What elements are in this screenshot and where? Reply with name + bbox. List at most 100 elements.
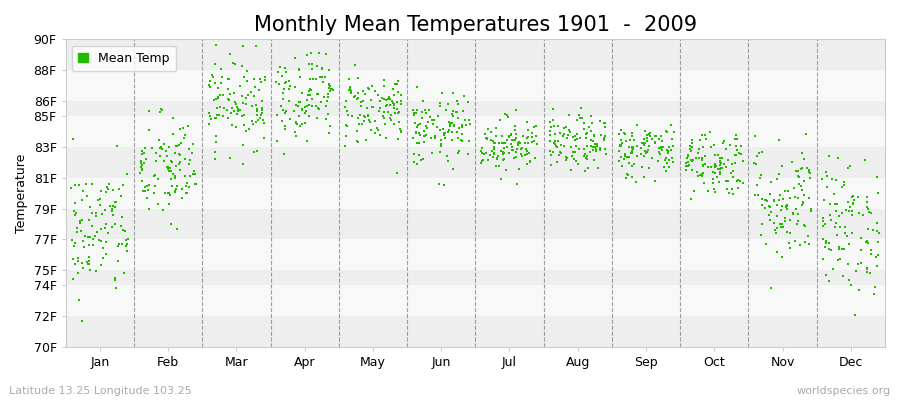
Point xyxy=(98,225,112,231)
Point xyxy=(703,129,717,136)
Point xyxy=(365,104,380,110)
Point xyxy=(75,217,89,223)
Point xyxy=(785,158,799,165)
Point xyxy=(216,113,230,119)
Point xyxy=(413,132,428,138)
Point xyxy=(800,165,814,172)
Point xyxy=(590,165,605,172)
Point xyxy=(799,130,814,137)
Point xyxy=(845,212,859,218)
Point xyxy=(795,186,809,193)
Point xyxy=(298,120,312,126)
Point xyxy=(294,107,309,113)
Point xyxy=(236,161,250,167)
Point xyxy=(391,78,405,84)
Point xyxy=(94,238,109,244)
Point xyxy=(751,182,765,188)
Point xyxy=(588,144,602,150)
Bar xyxy=(66,286,885,316)
Point xyxy=(80,193,94,200)
Point xyxy=(612,148,626,154)
Point xyxy=(364,97,379,103)
Point xyxy=(120,171,134,177)
Point xyxy=(86,236,100,242)
Point xyxy=(394,100,409,107)
Point xyxy=(624,150,638,156)
Point xyxy=(222,97,237,104)
Point xyxy=(74,228,88,235)
Point xyxy=(455,124,470,131)
Point xyxy=(690,173,705,179)
Point xyxy=(151,176,166,182)
Point xyxy=(648,140,662,146)
Point xyxy=(342,87,356,94)
Point xyxy=(104,208,119,214)
Point xyxy=(104,202,118,209)
Point xyxy=(248,84,262,91)
Point xyxy=(284,82,298,89)
Point xyxy=(377,83,392,90)
Point xyxy=(508,137,522,143)
Point xyxy=(764,179,778,185)
Point xyxy=(782,240,796,246)
Point xyxy=(626,150,640,156)
Point xyxy=(382,114,397,121)
Point xyxy=(829,176,843,183)
Point xyxy=(227,34,241,40)
Point xyxy=(728,152,742,158)
Point xyxy=(831,155,845,162)
Point xyxy=(640,138,654,144)
Point xyxy=(504,132,518,138)
Point xyxy=(696,163,710,169)
Point xyxy=(838,230,852,237)
Point xyxy=(172,160,186,167)
Point xyxy=(495,139,509,146)
Point xyxy=(568,149,582,155)
Point xyxy=(823,240,837,246)
Point xyxy=(423,114,437,120)
Point xyxy=(351,95,365,102)
Point xyxy=(165,159,179,166)
Point xyxy=(547,141,562,147)
Point xyxy=(755,221,770,228)
Point xyxy=(246,121,260,127)
Point xyxy=(842,199,856,206)
Point xyxy=(94,226,108,232)
Point xyxy=(832,213,846,219)
Point xyxy=(707,161,722,168)
Point xyxy=(626,174,640,180)
Point xyxy=(585,119,599,126)
Point xyxy=(527,138,542,144)
Point xyxy=(392,126,407,133)
Point xyxy=(292,99,306,105)
Point xyxy=(625,132,639,139)
Point xyxy=(240,68,255,74)
Point xyxy=(102,181,116,188)
Point xyxy=(692,146,706,152)
Point xyxy=(842,241,856,247)
Point xyxy=(326,87,340,94)
Point xyxy=(774,224,788,230)
Point xyxy=(525,138,539,145)
Point xyxy=(643,130,657,136)
Point xyxy=(508,122,523,129)
Point xyxy=(438,107,453,113)
Point xyxy=(173,126,187,132)
Point xyxy=(85,222,99,229)
Point xyxy=(163,192,177,198)
Point xyxy=(654,147,669,153)
Point xyxy=(491,153,506,160)
Point xyxy=(72,297,86,303)
Point xyxy=(134,160,148,166)
Point xyxy=(292,112,306,119)
Point xyxy=(94,188,108,194)
Point xyxy=(302,76,317,82)
Point xyxy=(320,91,335,97)
Point xyxy=(81,217,95,223)
Point xyxy=(707,163,722,169)
Point xyxy=(474,148,489,154)
Point xyxy=(846,193,860,199)
Point xyxy=(234,93,248,99)
Point xyxy=(711,152,725,158)
Point xyxy=(183,157,197,163)
